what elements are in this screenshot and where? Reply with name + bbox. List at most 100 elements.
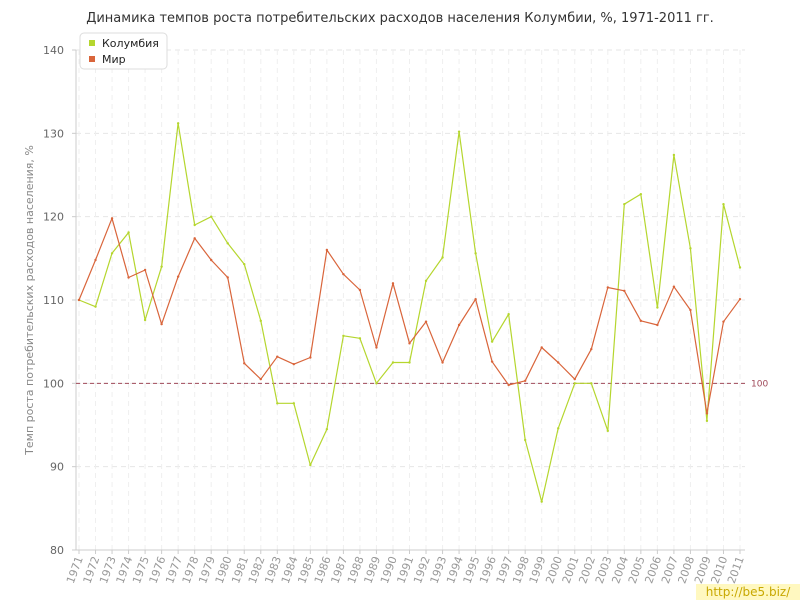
- data-point-series-0: [226, 242, 229, 245]
- data-point-series-1: [590, 347, 593, 351]
- data-point-series-0: [474, 252, 477, 255]
- data-point-series-0: [424, 279, 428, 283]
- data-point-series-0: [590, 382, 593, 385]
- watermark-background: [696, 584, 800, 600]
- data-point-series-0: [176, 122, 180, 125]
- data-point-series-0: [292, 402, 296, 405]
- data-point-series-1: [722, 320, 725, 323]
- chart-title: Динамика темпов роста потребительских ра…: [86, 11, 714, 26]
- data-point-series-0: [573, 382, 576, 385]
- watermark-group: http://be5.biz/: [696, 584, 800, 600]
- data-point-series-1: [143, 268, 147, 272]
- data-point-series-0: [441, 256, 444, 259]
- data-point-series-0: [210, 215, 213, 218]
- data-point-series-1: [127, 276, 130, 279]
- data-point-series-1: [623, 289, 626, 293]
- data-point-series-1: [424, 320, 428, 323]
- data-point-series-0: [342, 334, 345, 338]
- grid: [76, 49, 745, 550]
- data-point-series-0: [408, 361, 411, 364]
- watermark: http://be5.biz/: [706, 585, 791, 599]
- data-point-series-0: [94, 305, 97, 308]
- data-point-series-1: [342, 272, 345, 276]
- data-point-series-1: [490, 360, 494, 363]
- data-point-series-0: [705, 419, 709, 423]
- data-point-series-1: [375, 346, 378, 349]
- data-point-series-0: [523, 438, 527, 442]
- data-point-series-0: [672, 153, 676, 157]
- data-point-series-0: [722, 202, 725, 206]
- data-point-series-1: [160, 322, 163, 326]
- data-point-series-1: [441, 361, 444, 364]
- data-point-series-1: [77, 298, 81, 302]
- data-point-series-0: [507, 312, 510, 316]
- data-point-series-1: [557, 361, 560, 364]
- data-point-series-1: [292, 362, 296, 366]
- data-point-series-1: [738, 297, 742, 301]
- data-point-series-0: [689, 247, 692, 250]
- data-point-series-0: [143, 318, 147, 322]
- data-point-series-0: [259, 319, 262, 323]
- data-point-series-1: [507, 383, 510, 387]
- data-point-series-1: [573, 377, 576, 381]
- data-point-series-0: [490, 340, 494, 343]
- data-point-series-1: [358, 288, 362, 292]
- data-point-series-1: [705, 412, 709, 415]
- data-point-series-1: [606, 286, 609, 289]
- data-point-series-1: [474, 297, 477, 301]
- data-point-series-1: [243, 362, 246, 365]
- data-point-series-1: [110, 217, 114, 220]
- data-point-series-1: [226, 276, 229, 279]
- data-point-series-1: [523, 379, 527, 383]
- y-tick-labels: 80 90 100 110 120 130 140: [43, 44, 76, 557]
- legend-label-world: Мир: [102, 53, 126, 66]
- data-point-series-0: [623, 202, 626, 206]
- data-point-series-1: [210, 258, 213, 262]
- data-point-series-0: [391, 361, 395, 364]
- series-lines: [77, 122, 742, 503]
- data-point-series-0: [276, 402, 279, 405]
- y-tick-label: 140: [43, 44, 64, 57]
- data-point-series-0: [160, 265, 163, 268]
- data-point-series-1: [689, 308, 692, 312]
- data-point-series-0: [243, 262, 246, 266]
- y-tick-label: 90: [50, 461, 64, 474]
- reference-line-group: 100: [76, 379, 768, 389]
- data-point-series-1: [639, 319, 643, 323]
- data-point-series-1: [408, 342, 411, 345]
- legend-swatch-colombia: [89, 40, 95, 46]
- data-point-series-0: [309, 463, 312, 467]
- data-point-series-0: [738, 266, 742, 269]
- y-axis-label: Темп роста потребительских расходов насе…: [23, 145, 36, 456]
- horizontal-gridlines: [76, 49, 745, 468]
- legend: Колумбия Мир: [79, 32, 168, 70]
- data-point-series-0: [557, 427, 560, 430]
- data-point-series-0: [606, 429, 609, 433]
- data-point-series-1: [457, 323, 461, 327]
- data-point-series-1: [540, 346, 543, 349]
- data-point-series-0: [375, 382, 378, 385]
- data-point-series-0: [110, 252, 114, 255]
- data-point-series-1: [656, 323, 659, 327]
- data-point-series-1: [259, 377, 262, 381]
- data-point-series-0: [639, 192, 643, 196]
- data-point-series-0: [193, 223, 196, 227]
- data-point-series-0: [457, 130, 461, 133]
- data-point-series-1: [309, 356, 312, 359]
- data-point-series-0: [127, 231, 130, 234]
- y-tick-label: 100: [43, 377, 64, 390]
- data-point-series-1: [672, 285, 676, 288]
- data-point-series-1: [276, 355, 279, 358]
- data-point-series-0: [656, 306, 659, 309]
- data-point-series-1: [176, 275, 180, 278]
- y-tick-label: 130: [43, 127, 64, 140]
- reference-line-label: 100: [751, 379, 768, 389]
- data-point-series-0: [540, 500, 543, 503]
- x-tick-labels: 1971197219731974197519761977197819791980…: [64, 550, 747, 585]
- data-point-series-0: [358, 337, 362, 340]
- data-point-series-1: [391, 282, 395, 285]
- data-point-series-1: [325, 248, 329, 252]
- legend-swatch-world: [89, 56, 95, 62]
- data-point-series-1: [193, 237, 196, 240]
